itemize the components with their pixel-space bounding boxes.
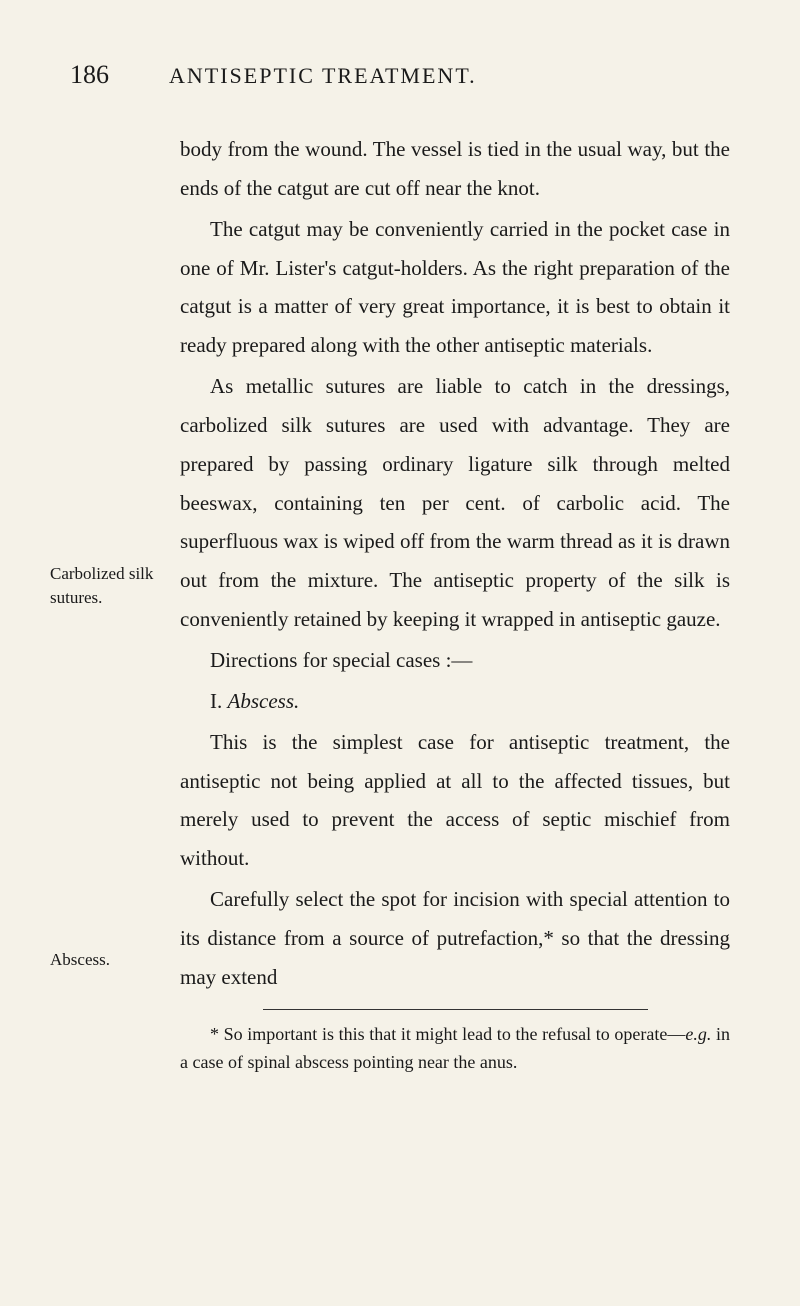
footnote-separator <box>263 1009 648 1010</box>
paragraph-2: The catgut may be conveniently carried i… <box>180 210 730 365</box>
content-area: body from the wound. The vessel is tied … <box>180 130 730 1077</box>
paragraph-3: As metallic sutures are liable to catch … <box>180 367 730 639</box>
footnote-prefix: * So important is this that it might lea… <box>210 1024 685 1044</box>
paragraph-5-prefix: I. <box>210 689 228 713</box>
margin-note-carbolized: Carbolized silk sutures. <box>50 562 170 610</box>
paragraph-1: body from the wound. The vessel is tied … <box>180 130 730 208</box>
paragraph-5-italic: Abscess. <box>228 689 300 713</box>
footnote-italic: e.g. <box>685 1024 711 1044</box>
page-title: ANTISEPTIC TREATMENT. <box>169 63 477 89</box>
paragraph-7: Carefully select the spot for incision w… <box>180 880 730 997</box>
paragraph-6: This is the simplest case for antiseptic… <box>180 723 730 878</box>
footnote: * So important is this that it might lea… <box>180 1020 730 1078</box>
margin-note-abscess: Abscess. <box>50 948 170 972</box>
paragraph-4: Directions for special cases :— <box>180 641 730 680</box>
page-header: 186 ANTISEPTIC TREATMENT. <box>70 60 730 90</box>
page-number: 186 <box>70 60 109 90</box>
paragraph-5: I. Abscess. <box>180 682 730 721</box>
